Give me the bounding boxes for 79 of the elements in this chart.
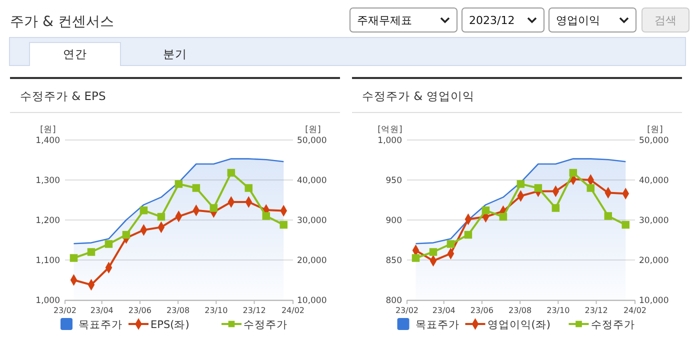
y2-tick-label: 50,000 [297,136,327,146]
legend-label: EPS(좌) [150,319,190,331]
x-tick-label: 23/02 [53,306,77,315]
point [192,184,200,192]
point [140,206,148,214]
text: 검색 [654,14,676,27]
y-tick-label: 950 [386,176,402,186]
text: 영업이익 [556,14,600,27]
text: 분기 [163,47,187,61]
point [446,240,455,248]
x-tick-label: 24/02 [281,306,305,315]
y-axis-title: [억원] [378,125,402,135]
point [586,184,595,192]
y-tick-label: 1,300 [36,176,60,186]
x-tick-label: 23/08 [166,306,190,315]
y-tick-label: 850 [386,256,402,266]
point [104,240,113,248]
y2-tick-label: 50,000 [639,136,669,146]
y-tick-label: 1,200 [36,216,60,226]
point [262,212,270,220]
legend-label: 목표주가 [415,319,460,331]
y2-tick-label: 30,000 [639,216,669,226]
point [622,220,630,229]
y2-tick-label: 20,000 [297,256,327,266]
y-tick-label: 900 [386,216,402,226]
x-tick-label: 23/06 [470,306,494,315]
text: 주재무제표 [357,14,412,27]
x-tick-label: 23/10 [204,306,228,315]
chart-title: 수정주가 & 영업이익 [362,89,474,103]
text: 2023/12 [469,14,515,27]
point [412,254,420,262]
point [280,220,288,229]
legend-label: 목표주가 [78,319,122,331]
point [464,230,472,239]
y-tick-label: 1,000 [36,296,60,306]
x-tick-label: 24/02 [623,306,647,315]
y2-tick-label: 20,000 [639,256,669,266]
chart-title: 수정주가 & EPS [20,89,106,103]
point [534,184,542,192]
point [569,168,578,177]
point [552,204,560,212]
text: 연간 [63,47,87,61]
point [244,184,253,192]
x-tick-label: 23/10 [546,306,570,315]
x-tick-label: 23/08 [508,306,532,315]
legend-label: 수정주가 [590,319,635,331]
y2-tick-label: 30,000 [297,216,327,226]
x-tick-label: 23/04 [90,306,114,315]
point [429,248,438,256]
y2-tick-label: 10,000 [639,296,669,306]
text: 주가 & 컨센서스 [10,14,114,30]
point [210,204,218,212]
x-tick-label: 23/12 [242,306,266,315]
point [516,180,525,188]
legend-label: 영업이익(좌) [487,319,550,331]
point [87,248,96,256]
y2-tick-label: 10,000 [297,296,327,306]
point [157,212,166,221]
legend-label: 수정주가 [244,319,288,331]
y-axis-title: [원] [40,125,56,135]
y-tick-label: 800 [386,296,402,306]
x-tick-label: 23/06 [128,306,152,315]
point [122,230,130,239]
point [499,212,508,221]
point [227,168,236,177]
y2-tick-label: 40,000 [297,176,327,186]
point [482,206,490,214]
y2-axis-title: [원] [647,125,663,135]
x-tick-label: 23/04 [432,306,456,315]
y-tick-label: 1,100 [36,256,60,266]
y-tick-label: 1,000 [378,136,402,146]
point [70,254,78,262]
x-tick-label: 23/02 [395,306,419,315]
x-tick-label: 23/12 [584,306,608,315]
point [604,212,612,220]
y2-tick-label: 40,000 [639,176,669,186]
y-tick-label: 1,400 [36,136,60,146]
point [174,180,183,188]
y2-axis-title: [원] [305,125,321,135]
